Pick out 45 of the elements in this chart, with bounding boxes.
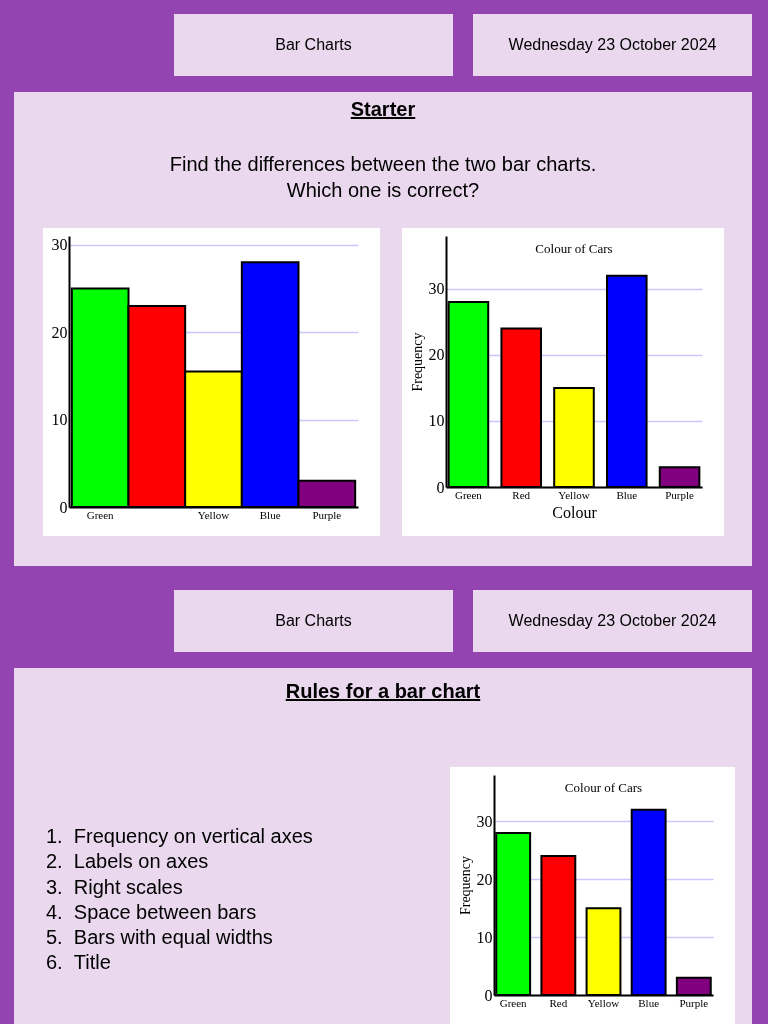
text: 1. Frequency on vertical axes [46, 825, 313, 847]
y-tick-label: 20 [51, 323, 68, 341]
x-tick-label: Blue [638, 996, 660, 1009]
chart-title: Colour of Cars [564, 780, 643, 795]
x-tick-label: Blue [616, 488, 638, 501]
y-tick-label: 30 [51, 236, 68, 254]
y-axis-title: Frequency [409, 332, 425, 392]
x-tick-label: Green [86, 508, 115, 521]
x-axis-title: Colour [552, 503, 598, 521]
x-tick-label: Yellow [197, 508, 230, 521]
chart-title: Colour of Cars [535, 241, 613, 256]
x-tick-label: Red [512, 488, 531, 501]
y-tick-label: 20 [476, 870, 493, 888]
text: 6. Title [46, 951, 111, 974]
y-tick-label: 10 [476, 928, 493, 946]
text: 4. Space between bars [46, 900, 257, 923]
x-tick-label: Green [499, 996, 528, 1009]
text: Starter [349, 98, 417, 121]
x-tick-label: Yellow [558, 488, 590, 501]
y-axis-title: Frequency [457, 855, 473, 916]
text: Bar Charts [174, 14, 453, 76]
y-tick-label: 0 [484, 986, 493, 1004]
text: Find the differences between the two bar charts. [169, 153, 597, 175]
x-tick-label: Purple [665, 488, 695, 501]
x-tick-label: Purple [312, 508, 342, 521]
text: Wednesday 23 October 2024 [473, 590, 752, 652]
x-tick-label: Yellow [587, 996, 620, 1009]
x-tick-label: Green [455, 488, 483, 501]
text: 3. Right scales [46, 875, 183, 898]
text: 2. Labels on axes [46, 850, 209, 873]
text: 5. Bars with equal widths [46, 926, 273, 949]
text: Bar Charts [174, 590, 453, 652]
y-tick-label: 20 [428, 346, 445, 364]
y-tick-label: 0 [436, 478, 445, 496]
x-tick-label: Red [549, 996, 568, 1009]
text: Rules for a bar chart [284, 680, 482, 703]
y-tick-label: 10 [51, 411, 68, 429]
y-tick-label: 30 [476, 812, 493, 830]
text: Which one is correct? [286, 179, 480, 201]
x-tick-label: Blue [259, 508, 281, 521]
text: Wednesday 23 October 2024 [473, 14, 752, 76]
y-tick-label: 10 [428, 412, 445, 430]
y-tick-label: 0 [59, 498, 68, 516]
x-tick-label: Purple [679, 996, 709, 1009]
y-tick-label: 30 [428, 280, 445, 298]
